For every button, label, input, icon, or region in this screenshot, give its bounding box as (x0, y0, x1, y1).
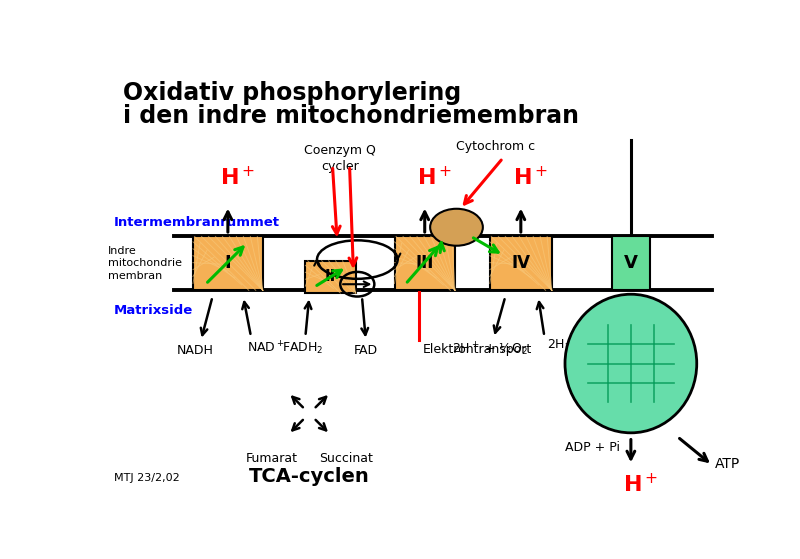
Text: MTJ 23/2,02: MTJ 23/2,02 (114, 473, 180, 483)
Text: ATP: ATP (714, 457, 740, 471)
Text: Succinat: Succinat (319, 452, 374, 465)
Text: NAD$^+$: NAD$^+$ (247, 340, 285, 356)
Text: 2H$_2$O: 2H$_2$O (547, 338, 582, 353)
Text: Indre
mitochondrie
membran: Indre mitochondrie membran (108, 246, 182, 281)
Text: H$^+$: H$^+$ (220, 165, 255, 189)
Text: 2H$^+$ + ½O$_2$: 2H$^+$ + ½O$_2$ (452, 340, 528, 358)
Text: Cytochrom c: Cytochrom c (456, 140, 535, 153)
Text: V: V (624, 254, 638, 272)
Text: NADH: NADH (177, 344, 214, 357)
Bar (193, 236, 262, 290)
Text: Intermembranrummet: Intermembranrummet (114, 216, 280, 229)
Text: ADP + Pi: ADP + Pi (565, 440, 620, 453)
Text: Coenzym Q
cycler: Coenzym Q cycler (304, 144, 376, 173)
Text: H$^+$: H$^+$ (513, 165, 548, 189)
Bar (611, 236, 650, 290)
Text: IV: IV (511, 254, 530, 272)
Bar (394, 236, 455, 290)
Ellipse shape (565, 294, 697, 433)
Text: i den indre mitochondriemembran: i den indre mitochondriemembran (123, 104, 579, 128)
Text: II: II (325, 269, 336, 285)
Ellipse shape (430, 209, 483, 246)
Text: Matrixside: Matrixside (114, 304, 194, 318)
Text: FADH$_2$: FADH$_2$ (282, 340, 324, 356)
Text: H$^+$: H$^+$ (623, 473, 658, 496)
Text: TCA-cyclen: TCA-cyclen (249, 467, 370, 486)
Bar (306, 260, 356, 293)
Text: Oxidativ phosphorylering: Oxidativ phosphorylering (123, 81, 462, 105)
Text: Elektrontransport: Elektrontransport (422, 343, 532, 356)
Text: III: III (415, 254, 434, 272)
Text: Fumarat: Fumarat (246, 452, 298, 465)
Text: FAD: FAD (354, 344, 378, 357)
Text: H$^+$: H$^+$ (417, 165, 452, 189)
Text: I: I (225, 254, 231, 272)
Bar (490, 236, 552, 290)
